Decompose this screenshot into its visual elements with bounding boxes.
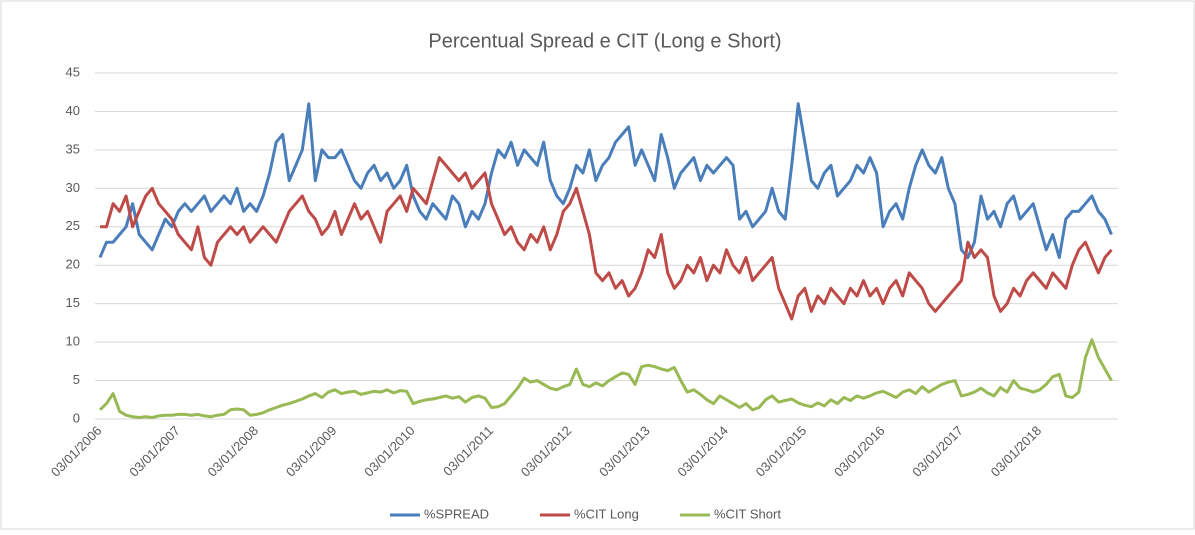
- legend-label: %CIT Long: [574, 506, 639, 521]
- y-tick-label: 20: [66, 257, 80, 272]
- legend-label: %CIT Short: [714, 506, 781, 521]
- y-tick-label: 0: [73, 410, 80, 425]
- y-tick-label: 25: [66, 218, 80, 233]
- y-tick-label: 35: [66, 141, 80, 156]
- series-line: [98, 102, 1113, 259]
- legend-label: %SPREAD: [424, 506, 489, 521]
- y-tick-label: 30: [66, 180, 80, 195]
- y-tick-label: 40: [66, 103, 80, 118]
- series-line: [100, 156, 1113, 321]
- series-line: [98, 338, 1113, 419]
- y-tick-label: 15: [66, 295, 80, 310]
- y-tick-label: 5: [73, 372, 80, 387]
- y-tick-label: 45: [66, 64, 80, 79]
- y-tick-label: 10: [66, 334, 80, 349]
- chart-title: Percentual Spread e CIT (Long e Short): [428, 30, 781, 52]
